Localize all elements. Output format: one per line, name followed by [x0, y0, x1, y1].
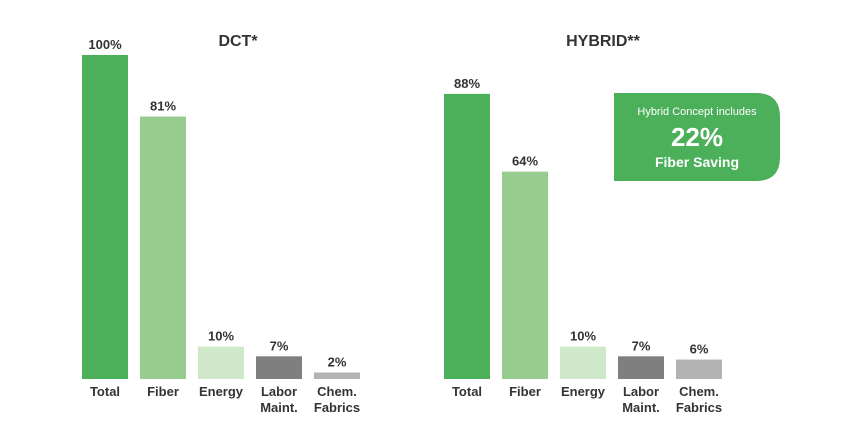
hybrid-value-label-3: 7% — [632, 338, 651, 353]
callout-line3: Fiber Saving — [655, 154, 739, 170]
hybrid-bar-1 — [502, 171, 548, 379]
hybrid-bar-4 — [676, 359, 722, 379]
dct-category-label-4-0: Chem. — [317, 384, 357, 399]
hybrid-category-label-4-0: Chem. — [679, 384, 719, 399]
hybrid-category-label-3-1: Maint. — [622, 400, 660, 415]
dct-bar-1 — [140, 116, 186, 379]
hybrid-value-label-4: 6% — [690, 342, 709, 357]
hybrid-value-label-0: 88% — [454, 76, 480, 91]
dct-value-label-2: 10% — [208, 329, 234, 344]
chart-title-dct: DCT* — [218, 33, 258, 50]
hybrid-value-label-2: 10% — [570, 329, 596, 344]
hybrid-bar-2 — [560, 346, 606, 379]
callout-line1: Hybrid Concept includes — [637, 106, 757, 118]
hybrid-bar-3 — [618, 356, 664, 379]
hybrid-category-label-0-0: Total — [452, 384, 482, 399]
dct-value-label-3: 7% — [270, 338, 289, 353]
dct-category-label-3-1: Maint. — [260, 400, 298, 415]
dct-category-label-0-0: Total — [90, 384, 120, 399]
hybrid-bar-0 — [444, 93, 490, 379]
dct-value-label-4: 2% — [328, 355, 347, 370]
hybrid-category-label-4-1: Fabrics — [676, 400, 722, 415]
dct-category-label-4-1: Fabrics — [314, 400, 360, 415]
dct-bar-3 — [256, 356, 302, 379]
dct-category-label-2-0: Energy — [199, 384, 244, 399]
callout-percent: 22% — [671, 122, 723, 152]
dct-category-label-3-0: Labor — [261, 384, 297, 399]
dct-value-label-1: 81% — [150, 99, 176, 114]
hybrid-category-label-3-0: Labor — [623, 384, 659, 399]
dct-bar-0 — [82, 55, 128, 379]
hybrid-value-label-1: 64% — [512, 154, 538, 169]
chart-title-hybrid: HYBRID** — [566, 33, 641, 50]
fiber-saving-callout: Hybrid Concept includes 22% Fiber Saving — [614, 93, 780, 181]
dct-category-label-1-0: Fiber — [147, 384, 179, 399]
callout-background — [614, 93, 780, 181]
dct-value-label-0: 100% — [88, 37, 122, 52]
dct-bar-4 — [314, 372, 360, 379]
hybrid-category-label-2-0: Energy — [561, 384, 606, 399]
dct-bar-2 — [198, 346, 244, 379]
hybrid-category-label-1-0: Fiber — [509, 384, 541, 399]
